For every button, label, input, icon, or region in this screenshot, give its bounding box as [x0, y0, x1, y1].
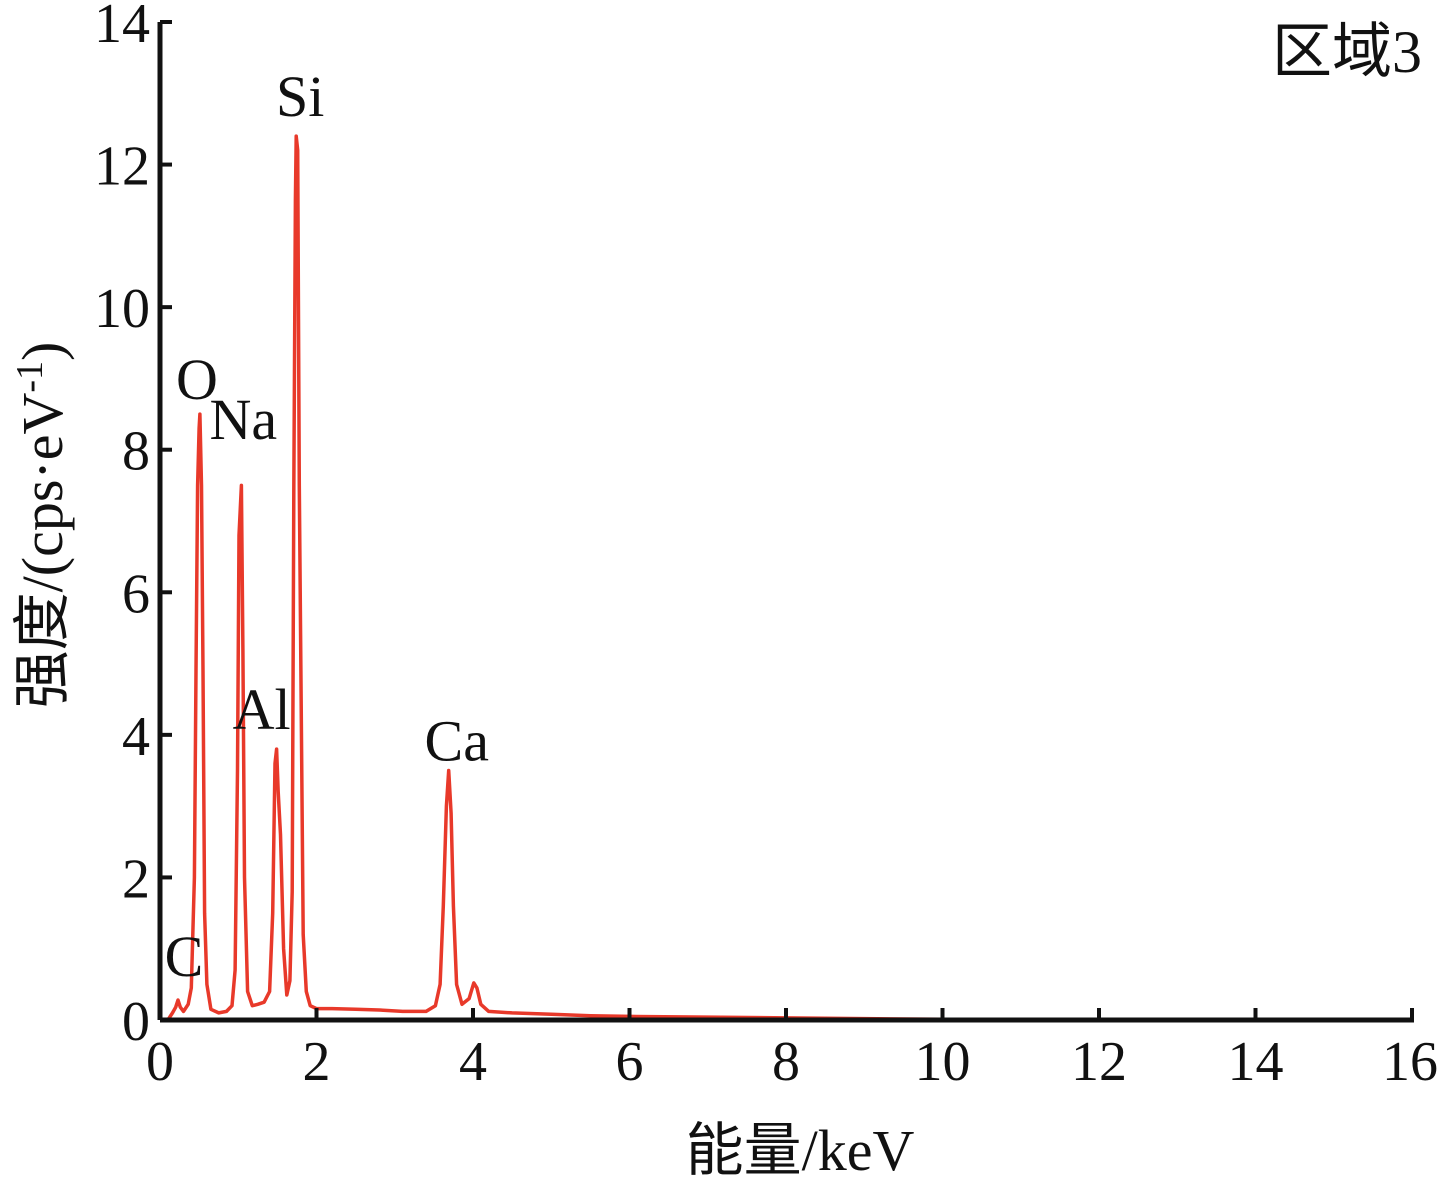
peak-label-si: Si [276, 64, 324, 129]
y-tick-label: 4 [122, 706, 150, 768]
x-axis-title: 能量/keV [686, 1118, 915, 1181]
y-axis-title: 强度/(cps·eV-1) [9, 342, 75, 709]
y-tick-label: 2 [122, 848, 150, 910]
peak-label-o: O [176, 347, 218, 412]
x-tick-label: 10 [915, 1031, 971, 1093]
x-tick-label: 16 [1382, 1031, 1438, 1093]
peak-label-na: Na [210, 387, 278, 452]
y-axis-title-close: ) [10, 342, 75, 361]
y-tick-label: 10 [94, 278, 150, 340]
peak-label-c: C [165, 924, 204, 989]
y-tick-label: 6 [122, 563, 150, 625]
y-tick-label: 0 [122, 991, 150, 1053]
y-ticks: 0 2 4 6 8 10 12 14 [94, 0, 172, 1053]
peak-label-ca: Ca [425, 709, 489, 774]
x-tick-label: 0 [146, 1031, 174, 1093]
x-tick-label: 14 [1228, 1031, 1284, 1093]
peak-labels: C ONa Al Si Ca [165, 64, 489, 989]
peak-label-al: Al [233, 677, 291, 742]
y-axis-title-main: 强度/(cps·eV [10, 393, 75, 709]
x-tick-label: 6 [616, 1031, 644, 1093]
plot-area [166, 134, 1287, 1022]
spectrum-line [166, 134, 1287, 1022]
y-tick-label: 8 [122, 421, 150, 483]
x-tick-label: 8 [772, 1031, 800, 1093]
x-tick-label: 12 [1071, 1031, 1127, 1093]
region-label: 区域3 [1272, 19, 1422, 85]
x-ticks: 0 2 4 6 8 10 12 14 16 [146, 1008, 1438, 1093]
y-tick-label: 12 [94, 136, 150, 198]
x-tick-label: 2 [303, 1031, 331, 1093]
y-tick-label: 14 [94, 0, 150, 55]
x-tick-label: 4 [459, 1031, 487, 1093]
y-axis-title-superscript: -1 [9, 361, 51, 393]
